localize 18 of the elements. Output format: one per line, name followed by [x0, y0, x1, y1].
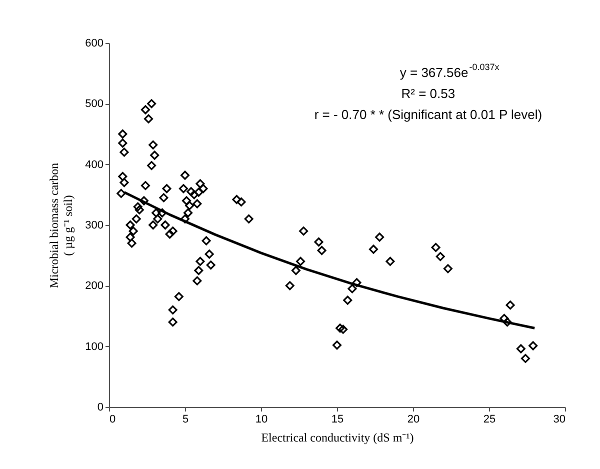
y-tick-label: 0	[97, 402, 104, 414]
y-tick-label: 300	[85, 220, 104, 232]
y-tick-label: 100	[85, 340, 104, 353]
y-tick-label: 600	[85, 38, 104, 50]
x-tick-label: 30	[553, 414, 566, 426]
annotation: r = - 0.70 * * (Significant at 0.01 P level)	[314, 107, 542, 122]
y-tick-label: 400	[85, 158, 104, 171]
x-tick-label: 20	[407, 414, 420, 426]
y-tick-label: 200	[85, 280, 104, 292]
x-tick-label: 25	[483, 414, 496, 426]
y-tick-label: 500	[85, 98, 104, 110]
y-axis-title: Microbial biomass carbon ( µg g⁻¹ soil)	[47, 162, 76, 288]
x-tick-label: 15	[331, 414, 344, 426]
annotation: R² = 0.53	[401, 86, 456, 101]
x-tick-label: 10	[255, 414, 268, 426]
x-tick-label: 5	[182, 414, 189, 426]
x-tick-label: 0	[110, 414, 116, 426]
x-axis-title: Electrical conductivity (dS m⁻¹)	[261, 430, 414, 444]
